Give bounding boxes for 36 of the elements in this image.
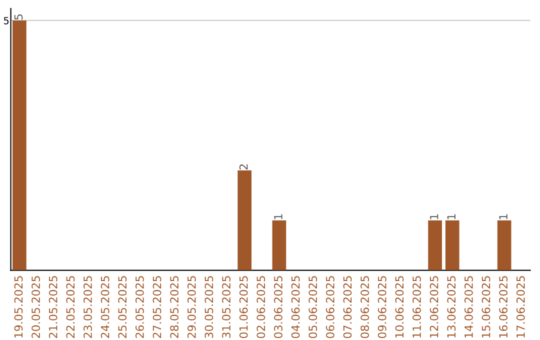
x-tick-label: 31.05.2025 xyxy=(222,276,230,338)
x-tick-label: 28.05.2025 xyxy=(170,276,179,338)
x-tick-label: 03.06.2025 xyxy=(274,276,282,338)
data-label: 5 xyxy=(4,17,9,24)
x-tick-label: 21.05.2025 xyxy=(48,276,58,338)
x-tick-label: 15.06.2025 xyxy=(482,276,490,338)
x-tick-label: 10.06.2025 xyxy=(395,276,404,338)
x-tick-label: 22.05.2025 xyxy=(66,276,75,338)
x-tick-label: 01.06.2025 xyxy=(239,276,248,338)
x-tick-label: 12.06.2025 xyxy=(430,276,438,338)
x-tick-label: 09.06.2025 xyxy=(378,276,386,338)
x-tick-label: 20.05.2025 xyxy=(32,276,40,338)
data-label: 2 xyxy=(239,164,248,170)
x-tick-label: 07.06.2025 xyxy=(343,276,352,338)
x-tick-label: 25.05.2025 xyxy=(118,276,127,338)
x-tick-label: 24.05.2025 xyxy=(100,276,110,338)
x-tick-label: 27.05.2025 xyxy=(152,276,162,338)
x-tick-label: 23.05.2025 xyxy=(84,276,92,338)
x-tick-label: 17.06.2025 xyxy=(516,276,525,338)
x-tick-label: 08.06.2025 xyxy=(360,276,369,338)
data-label: 1 xyxy=(499,214,508,220)
x-tick-label: 26.05.2025 xyxy=(135,276,144,338)
x-tick-label: 19.05.2025 xyxy=(14,276,23,338)
x-tick-label: 06.06.2025 xyxy=(326,276,334,338)
x-tick-label: 14.06.2025 xyxy=(464,276,473,338)
x-tick-label: 16.06.2025 xyxy=(499,276,508,338)
x-tick-label: 05.06.2025 xyxy=(308,276,318,338)
x-tick-label: 13.06.2025 xyxy=(447,276,456,338)
x-tick-label: 29.05.2025 xyxy=(187,276,196,338)
x-tick-label: 02.06.2025 xyxy=(256,276,266,338)
x-tick-label: 11.06.2025 xyxy=(412,276,421,338)
x-tick-label: 30.05.2025 xyxy=(204,276,214,338)
x-tick-label: 04.06.2025 xyxy=(291,276,300,338)
data-label: 1 xyxy=(430,214,438,220)
data-label: 1 xyxy=(447,214,456,220)
data-label: 1 xyxy=(274,214,282,220)
